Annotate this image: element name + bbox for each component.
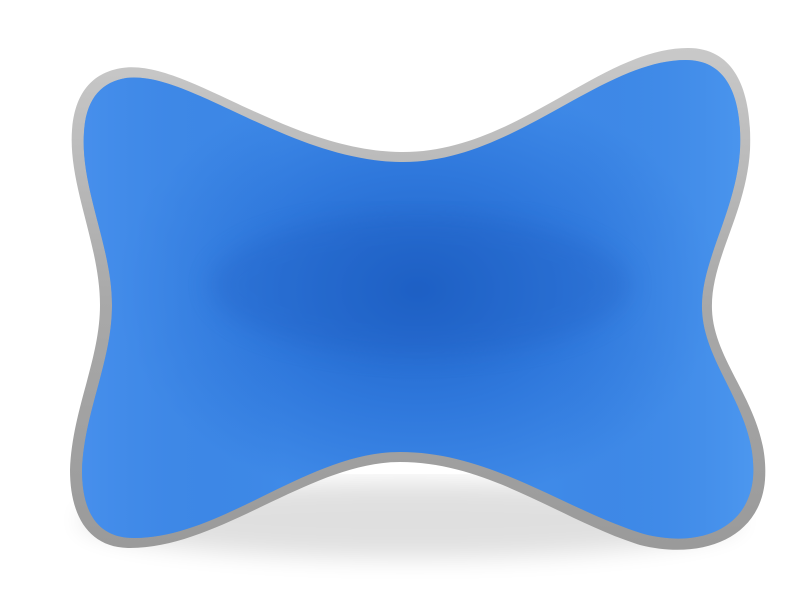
pillow-center-dimple xyxy=(210,215,630,355)
